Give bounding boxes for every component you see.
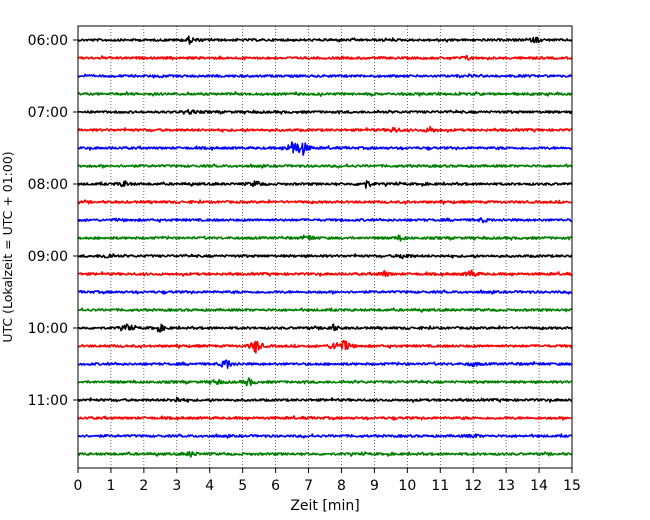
x-tick-label-14: 14 xyxy=(530,478,548,494)
x-tick-label-0: 0 xyxy=(74,478,83,494)
trace-3 xyxy=(77,91,573,97)
x-tick-label-10: 10 xyxy=(398,478,416,494)
trace-12 xyxy=(77,253,573,260)
x-tick-label-3: 3 xyxy=(172,478,181,494)
trace-14 xyxy=(77,289,573,295)
y-tick-label-5: 11:00 xyxy=(28,393,68,409)
x-tick-label-4: 4 xyxy=(205,478,214,494)
trace-10 xyxy=(77,217,573,224)
x-tick-label-15: 15 xyxy=(563,478,581,494)
trace-0 xyxy=(77,35,573,45)
trace-8 xyxy=(77,179,573,189)
x-tick-label-13: 13 xyxy=(497,478,515,494)
trace-23 xyxy=(77,451,573,458)
trace-9 xyxy=(77,199,573,205)
trace-20 xyxy=(77,396,573,403)
y-axis-ticks: 06:00 07:00 08:00 09:00 10:00 11:00 xyxy=(28,33,78,409)
trace-13 xyxy=(77,269,573,278)
x-tick-label-5: 5 xyxy=(238,478,247,494)
x-tick-label-11: 11 xyxy=(431,478,449,494)
y-tick-label-0: 06:00 xyxy=(28,33,68,49)
trace-5 xyxy=(77,125,573,133)
y-tick-label-4: 10:00 xyxy=(28,321,68,337)
trace-11 xyxy=(77,234,573,242)
y-axis-label: UTC (Lokalzeit = UTC + 01:00) xyxy=(0,151,15,342)
trace-17 xyxy=(77,339,573,354)
trace-4 xyxy=(77,108,573,115)
x-tick-label-1: 1 xyxy=(106,478,115,494)
trace-1 xyxy=(77,54,573,61)
x-tick-label-6: 6 xyxy=(271,478,280,494)
trace-22 xyxy=(77,433,573,439)
trace-19 xyxy=(77,377,573,387)
trace-6 xyxy=(77,141,573,156)
trace-18 xyxy=(77,359,573,369)
trace-2 xyxy=(77,73,573,79)
y-tick-label-2: 08:00 xyxy=(28,177,68,193)
trace-7 xyxy=(77,163,573,169)
y-tick-label-3: 09:00 xyxy=(28,249,68,265)
x-tick-label-9: 9 xyxy=(370,478,379,494)
trace-16 xyxy=(77,323,573,333)
trace-15 xyxy=(77,307,573,313)
x-tick-label-12: 12 xyxy=(464,478,482,494)
x-tick-label-7: 7 xyxy=(304,478,313,494)
y-tick-label-1: 07:00 xyxy=(28,105,68,121)
trace-21 xyxy=(77,415,573,421)
x-tick-label-2: 2 xyxy=(139,478,148,494)
x-tick-label-8: 8 xyxy=(337,478,346,494)
seismogram-traces xyxy=(77,35,573,458)
x-axis-label: Zeit [min] xyxy=(290,498,359,514)
x-axis-ticks: 0 1 2 3 4 5 6 7 8 9 10 11 12 13 14 15 xyxy=(74,468,581,494)
plot-frame xyxy=(77,25,573,469)
